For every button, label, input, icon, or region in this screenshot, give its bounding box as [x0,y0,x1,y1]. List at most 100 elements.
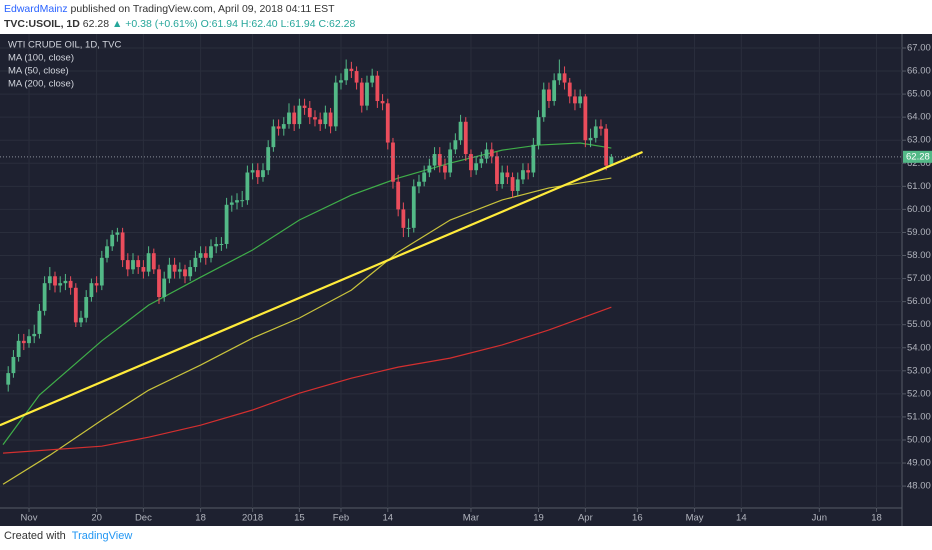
candle-body [344,68,349,81]
chart-title: WTI CRUDE OIL, 1D, TVC [8,40,121,51]
y-tick-label: 59.00 [907,227,931,238]
candle-body [588,137,593,141]
candle-body [349,68,354,72]
candle-body [609,156,614,165]
candle-body [302,105,307,108]
candle-body [198,253,203,258]
y-tick-label: 64.00 [907,112,931,123]
candle-body [469,154,473,171]
candle-body [6,373,11,385]
candle-body [183,269,187,277]
candle-body [323,112,328,125]
candle-body [261,170,265,178]
candle-body [146,253,151,272]
candle-body [281,124,286,129]
candle-body [214,243,219,247]
candle-body [47,276,52,284]
candle-body [484,149,489,159]
y-tick-label: 65.00 [907,89,931,100]
candle-body [266,147,271,171]
candle-body [593,126,598,138]
candle-body [131,260,135,270]
ma-line [2,177,612,485]
candle-body [27,336,31,344]
y-tick-label: 58.00 [907,250,931,261]
x-tick-label: Mar [463,513,479,524]
candle-body [172,264,177,272]
candle-body [53,276,57,286]
brand[interactable]: TradingView [71,530,133,542]
candle-body [141,267,146,272]
candle-body [552,80,557,102]
y-tick-label: 55.00 [907,319,931,330]
candle-body [16,340,21,357]
candle-body [474,163,479,171]
footer: Created with TradingView [4,530,132,542]
y-tick-label: 57.00 [907,273,931,284]
legend-entry: MA (200, close) [8,79,74,90]
candle-body [94,283,99,286]
candle-body [453,140,458,150]
candle-body [354,71,359,83]
y-tick-label: 54.00 [907,342,931,353]
candle-body [89,283,94,298]
symbol: TVC:USOIL, 1D [4,18,80,30]
candle-body [505,172,510,178]
candle-body [391,142,395,182]
y-tick-label: 53.00 [907,365,931,376]
candle-body [458,121,463,141]
ohlc: O:61.94 H:62.40 L:61.94 C:62.28 [200,18,356,30]
candle-body [209,246,213,258]
candle-body [541,89,546,118]
candle-body [162,278,167,298]
y-tick-label: 51.00 [907,411,931,422]
candle-body [99,257,104,286]
candle-body [32,333,37,337]
candle-body [411,186,416,228]
candle-body [573,96,577,104]
candle-body [297,105,302,125]
y-tick-label: 49.00 [907,458,931,469]
candle-body [370,75,375,83]
x-tick-label: 14 [736,513,747,524]
x-tick-label: 20 [91,513,102,524]
x-tick-label: Nov [21,513,38,524]
candle-body [432,154,437,166]
legend-entry: MA (50, close) [8,66,69,77]
candle-body [567,82,572,97]
x-tick-label: May [686,513,704,524]
candle-body [125,260,130,270]
candle-body [235,200,239,203]
candle-body [495,156,499,185]
candle-body [422,172,427,182]
x-tick-label: Dec [135,513,152,524]
candle-body [443,165,447,173]
candle-body [255,170,260,178]
x-tick-label: 18 [871,513,882,524]
published: published on TradingView.com, April 09, … [70,3,335,15]
y-tick-label: 48.00 [907,481,931,492]
candle-body [307,107,312,118]
candle-body [292,112,297,125]
y-tick-label: 60.00 [907,204,931,215]
candle-body [385,103,390,143]
author[interactable]: EdwardMainz [4,3,68,15]
x-tick-label: 2018 [242,513,263,524]
candle-body [562,73,567,83]
candle-body [58,283,63,286]
candle-body [271,126,276,148]
trendline [0,150,643,427]
candle-body [219,243,224,245]
candle-body [578,96,583,104]
last-price-box [903,150,932,163]
candle-body [536,117,541,145]
x-tick-label: Apr [578,513,593,524]
candle-body [21,340,26,344]
candle-body [115,232,120,235]
x-tick-label: 15 [294,513,305,524]
candle-body [375,75,380,102]
candle-body [396,181,401,210]
candle-body [583,96,588,141]
candle-body [136,260,141,268]
